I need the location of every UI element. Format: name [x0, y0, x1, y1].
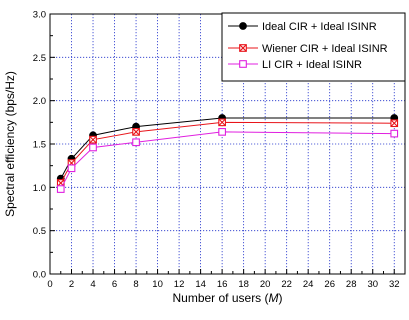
x-tick-label: 8: [133, 279, 138, 290]
series-2: [56, 118, 399, 187]
data-point: [56, 185, 65, 193]
x-tick-label: 12: [174, 279, 185, 290]
series-3: [56, 128, 399, 193]
x-tick-label: 20: [260, 279, 271, 290]
x-tick-label: 32: [389, 279, 400, 290]
data-point: [390, 129, 399, 138]
series-line: [60, 117, 395, 179]
y-tick-label: 1.0: [33, 183, 46, 194]
x-tick-label: 0: [47, 279, 52, 290]
y-tick-label: 2.0: [33, 96, 46, 107]
legend-label: LI CIR + Ideal ISINR: [262, 59, 362, 71]
x-tick-label: 10: [152, 279, 163, 290]
data-point: [89, 135, 97, 144]
x-axis-title: Number of users (M): [172, 291, 282, 305]
data-point: [390, 119, 399, 128]
x-tick-label: 4: [90, 279, 95, 290]
series-1: [56, 114, 399, 183]
data-point: [89, 143, 97, 152]
series-layer: [56, 114, 399, 193]
data-point: [67, 164, 76, 173]
legend-marker: [239, 22, 247, 30]
x-tick-label: 22: [281, 279, 292, 290]
x-tick-label: 28: [346, 279, 357, 290]
x-tick-label: 2: [69, 279, 74, 290]
x-tick-label: 16: [217, 279, 228, 290]
data-point: [218, 118, 226, 127]
x-tick-label: 30: [367, 279, 378, 290]
legend-marker: [239, 44, 247, 52]
legend-item: Ideal CIR + Ideal ISINR: [228, 21, 377, 33]
y-axis-title: Spectral efficiency (bps/Hz): [3, 71, 17, 217]
y-tick-label: 1.5: [33, 140, 46, 151]
legend-label: Wiener CIR + Ideal ISINR: [262, 43, 388, 55]
x-tick-label: 24: [303, 279, 314, 290]
y-tick-label: 0.0: [33, 270, 46, 281]
legend: Ideal CIR + Ideal ISINR Wiener CIR + Idea…: [221, 12, 406, 82]
y-tick-label: 2.5: [33, 53, 46, 64]
legend-item: LI CIR + Ideal ISINR: [228, 59, 362, 71]
x-tick-label: 18: [238, 279, 249, 290]
x-tick-label: 26: [324, 279, 335, 290]
legend-marker: [239, 60, 247, 68]
y-tick-label: 3.0: [33, 10, 46, 21]
data-point: [132, 138, 140, 147]
data-point: [132, 128, 140, 136]
data-point: [218, 128, 226, 136]
legend-item: Wiener CIR + Ideal ISINR: [228, 43, 388, 55]
axis-ticks: 0 2 4 6 8 10 12 14 16 18 20 22 24 26 28 30 320.00.51.01.…: [33, 10, 400, 291]
x-tick-label: 6: [112, 279, 117, 290]
legend-box: [221, 12, 406, 82]
y-tick-label: 0.5: [33, 226, 46, 237]
series-line: [60, 131, 395, 190]
x-tick-label: 14: [195, 279, 206, 290]
legend-label: Ideal CIR + Ideal ISINR: [262, 21, 377, 33]
